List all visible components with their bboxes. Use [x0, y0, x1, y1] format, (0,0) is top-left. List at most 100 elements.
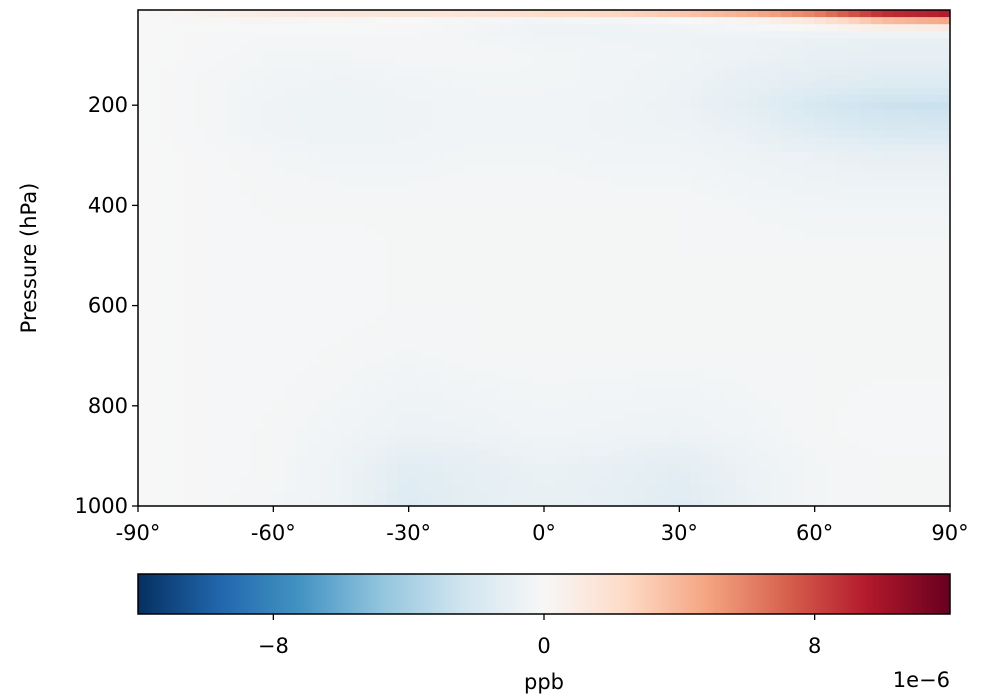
- heatmap-cell: [239, 314, 252, 323]
- heatmap-cell: [352, 87, 365, 96]
- heatmap-cell: [442, 272, 455, 280]
- heatmap-cell: [792, 279, 804, 287]
- heatmap-cell: [904, 236, 917, 245]
- heatmap-cell: [780, 229, 793, 238]
- heatmap-cell: [837, 321, 850, 330]
- heatmap-cell: [769, 300, 782, 309]
- heatmap-cell: [352, 52, 365, 61]
- heatmap-cell: [160, 456, 173, 465]
- heatmap-cell: [589, 194, 601, 202]
- heatmap-cell: [250, 137, 263, 146]
- heatmap-cell: [758, 222, 771, 231]
- heatmap-cell: [239, 59, 252, 68]
- heatmap-cell: [803, 293, 816, 302]
- heatmap-cell: [419, 265, 432, 273]
- heatmap-cell: [442, 151, 455, 160]
- heatmap-cell: [442, 286, 455, 295]
- heatmap-cell: [701, 350, 714, 358]
- heatmap-cell: [622, 208, 635, 217]
- heatmap-cell: [859, 45, 872, 54]
- heatmap-cell: [431, 109, 444, 117]
- heatmap-cell: [701, 314, 714, 323]
- heatmap-cell: [701, 59, 714, 68]
- heatmap-cell: [510, 378, 523, 387]
- heatmap-cell: [690, 293, 703, 302]
- heatmap-cell: [216, 420, 229, 429]
- heatmap-cell: [577, 300, 590, 309]
- heatmap-cell: [498, 371, 511, 380]
- heatmap-cell: [510, 73, 523, 82]
- heatmap-cell: [611, 371, 624, 380]
- heatmap-cell: [566, 307, 579, 316]
- heatmap-cell: [352, 435, 365, 443]
- heatmap-cell: [848, 52, 861, 61]
- heatmap-cell: [453, 420, 466, 429]
- heatmap-cell: [183, 102, 195, 110]
- heatmap-cell: [250, 477, 263, 486]
- heatmap-cell: [927, 80, 940, 89]
- heatmap-cell: [171, 435, 184, 443]
- heatmap-cell: [239, 300, 252, 309]
- heatmap-cell: [239, 442, 252, 450]
- heatmap-cell: [352, 406, 365, 415]
- heatmap-cell: [386, 250, 398, 259]
- heatmap-cell: [329, 300, 342, 309]
- heatmap-cell: [352, 385, 365, 394]
- heatmap-cell: [386, 172, 398, 181]
- heatmap-cell: [318, 208, 331, 217]
- heatmap-cell: [837, 371, 850, 380]
- heatmap-cell: [149, 406, 162, 415]
- heatmap-cell: [769, 229, 782, 238]
- heatmap-cell: [194, 335, 207, 344]
- heatmap-cell: [228, 180, 241, 188]
- heatmap-cell: [701, 123, 714, 132]
- heatmap-cell: [465, 300, 477, 309]
- heatmap-cell: [600, 243, 613, 252]
- heatmap-cell: [465, 109, 477, 117]
- heatmap-cell: [600, 45, 613, 54]
- heatmap-cell: [634, 123, 647, 132]
- heatmap-cell: [622, 357, 635, 365]
- heatmap-cell: [645, 45, 658, 54]
- heatmap-cell: [769, 435, 782, 443]
- heatmap-cell: [295, 102, 308, 110]
- heatmap-cell: [713, 449, 726, 457]
- heatmap-cell: [724, 491, 737, 500]
- heatmap-cell: [916, 24, 929, 32]
- heatmap-cell: [837, 406, 850, 415]
- heatmap-cell: [419, 484, 432, 493]
- heatmap-cell: [679, 116, 692, 124]
- heatmap-cell: [938, 300, 950, 309]
- heatmap-cell: [814, 279, 827, 287]
- heatmap-cell: [352, 130, 365, 139]
- heatmap-cell: [713, 208, 726, 217]
- heatmap-cell: [250, 428, 263, 436]
- heatmap-cell: [318, 180, 331, 188]
- heatmap-cell: [329, 286, 342, 295]
- heatmap-cell: [589, 378, 601, 387]
- heatmap-cell: [837, 236, 850, 245]
- heatmap-cell: [825, 151, 838, 160]
- heatmap-cell: [871, 477, 883, 486]
- heatmap-cell: [544, 17, 556, 25]
- heatmap-cell: [239, 130, 252, 139]
- heatmap-cell: [408, 102, 421, 110]
- heatmap-cell: [769, 279, 782, 287]
- heatmap-cell: [814, 456, 827, 465]
- heatmap-cell: [476, 300, 489, 309]
- heatmap-cell: [363, 187, 376, 195]
- heatmap-cell: [927, 31, 940, 39]
- heatmap-cell: [893, 399, 906, 408]
- heatmap-cell: [284, 144, 297, 153]
- heatmap-cell: [465, 371, 477, 380]
- heatmap-cell: [205, 300, 218, 309]
- heatmap-cell: [352, 357, 365, 365]
- heatmap-cell: [735, 307, 748, 316]
- heatmap-cell: [419, 52, 432, 61]
- heatmap-cell: [521, 250, 534, 259]
- heatmap-cell: [341, 165, 353, 174]
- heatmap-cell: [419, 491, 432, 500]
- heatmap-cell: [318, 10, 331, 18]
- heatmap-cell: [273, 470, 286, 479]
- heatmap-cell: [262, 392, 274, 401]
